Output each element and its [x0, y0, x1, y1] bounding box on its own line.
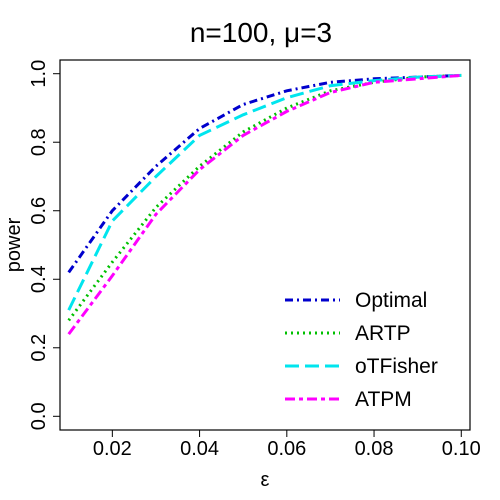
- x-tick-label: 0.10: [442, 438, 481, 460]
- legend-label-atpm: ATPM: [355, 388, 412, 411]
- y-tick-label: 0.6: [28, 197, 50, 225]
- series-layer: [67, 73, 462, 335]
- x-tick-label: 0.08: [355, 438, 394, 460]
- x-tick-label: 0.06: [267, 438, 306, 460]
- y-axis-title: power: [3, 217, 25, 272]
- y-tick-label: 0.2: [28, 334, 50, 362]
- x-tick-label: 0.04: [180, 438, 219, 460]
- legend-label-optimal: Optimal: [355, 289, 427, 312]
- y-tick-label: 0.8: [28, 128, 50, 156]
- series-line-otfisher: [67, 73, 462, 311]
- chart-title: n=100, μ=3: [190, 17, 332, 48]
- x-axis: 0.02 0.04 0.06 0.08 0.10: [93, 429, 481, 460]
- legend-label-artp: ARTP: [355, 322, 411, 345]
- series-line-atpm: [67, 73, 462, 335]
- y-tick-label: 0.0: [28, 402, 50, 430]
- legend-label-otfisher: oTFisher: [355, 355, 438, 378]
- x-tick-label: 0.02: [93, 438, 132, 460]
- legend: Optimal ARTP oTFisher ATPM: [285, 289, 438, 411]
- y-tick-label: 1.0: [28, 60, 50, 88]
- x-axis-title: ε: [261, 469, 270, 491]
- y-tick-label: 0.4: [28, 265, 50, 293]
- y-axis: 0.0 0.2 0.4 0.6 0.8 1.0: [28, 60, 61, 430]
- series-line-artp: [67, 73, 462, 322]
